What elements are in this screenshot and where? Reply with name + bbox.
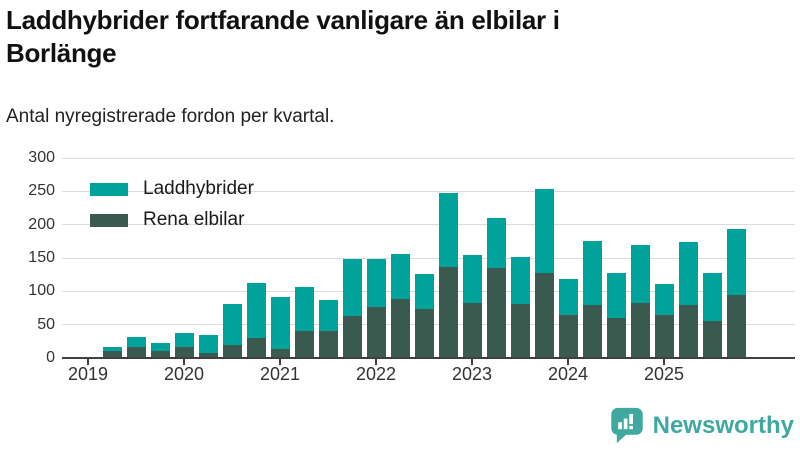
x-tick-label-2025: 2025 [643, 364, 685, 384]
legend-item-1: Rena elbilar [90, 209, 254, 231]
bar-segment-laddhybrider-2019-Q2 [102, 346, 122, 351]
x-tick-2025 [663, 359, 665, 365]
bar-segment-laddhybrider-2024-Q3 [606, 272, 626, 318]
bar-segment-laddhybrider-2022-Q2 [390, 254, 410, 300]
bar-segment-rena-elbilar-2019-Q2 [102, 350, 122, 358]
x-tick-label-2020: 2020 [163, 364, 205, 384]
legend-swatch [90, 213, 128, 227]
gridline-y-250 [62, 190, 795, 192]
bar-segment-laddhybrider-2019-Q4 [150, 343, 170, 352]
x-tick-label-2021: 2021 [259, 364, 301, 384]
bar-segment-rena-elbilar-2025-Q3 [702, 320, 722, 358]
legend-label: Rena elbilar [143, 209, 245, 230]
y-tick-label-100: 100 [28, 282, 55, 300]
bar-segment-laddhybrider-2020-Q4 [246, 282, 266, 338]
newsworthy-logo: Newsworthy [610, 407, 794, 444]
bar-segment-laddhybrider-2021-Q3 [318, 300, 338, 331]
y-tick-label-0: 0 [46, 349, 55, 366]
bar-segment-laddhybrider-2019-Q3 [126, 337, 146, 348]
bar-segment-rena-elbilar-2021-Q3 [318, 330, 338, 358]
bar-segment-rena-elbilar-2023-Q3 [510, 304, 530, 358]
bar-segment-laddhybrider-2024-Q2 [582, 241, 602, 306]
brand-name: Newsworthy [652, 411, 794, 439]
bar-segment-laddhybrider-2023-Q2 [486, 218, 506, 268]
bar-segment-rena-elbilar-2022-Q4 [438, 266, 458, 358]
y-tick-label-150: 150 [28, 249, 55, 266]
bar-segment-rena-elbilar-2019-Q4 [150, 351, 170, 358]
legend-swatch [90, 182, 128, 196]
gridline-y-200 [62, 224, 795, 226]
bar-segment-laddhybrider-2021-Q4 [342, 258, 362, 316]
x-tick-2024 [567, 359, 569, 365]
x-tick-2023 [471, 359, 473, 365]
bar-segment-rena-elbilar-2021-Q1 [270, 349, 290, 358]
x-axis-line [62, 357, 795, 359]
bar-segment-rena-elbilar-2021-Q4 [342, 316, 362, 358]
x-tick-label-2022: 2022 [355, 364, 397, 384]
x-tick-label-2019: 2019 [67, 364, 109, 384]
bar-segment-rena-elbilar-2023-Q1 [462, 302, 482, 358]
bar-segment-laddhybrider-2022-Q3 [414, 274, 434, 310]
bar-segment-laddhybrider-2020-Q2 [198, 335, 218, 354]
bar-segment-rena-elbilar-2020-Q4 [246, 338, 266, 358]
bar-segment-rena-elbilar-2024-Q3 [606, 318, 626, 358]
gridline-y-300 [62, 157, 795, 159]
bar-segment-rena-elbilar-2020-Q1 [174, 347, 194, 358]
bar-segment-rena-elbilar-2024-Q1 [558, 314, 578, 358]
legend: Laddhybrider Rena elbilar [90, 178, 254, 240]
bar-segment-laddhybrider-2024-Q4 [630, 245, 650, 304]
x-tick-2021 [279, 359, 281, 365]
bar-segment-laddhybrider-2025-Q4 [726, 228, 746, 295]
bar-segment-rena-elbilar-2021-Q2 [294, 331, 314, 358]
x-tick-label-2023: 2023 [451, 364, 493, 384]
bar-segment-laddhybrider-2023-Q1 [462, 254, 482, 303]
bar-segment-rena-elbilar-2022-Q1 [366, 306, 386, 358]
bar-segment-laddhybrider-2024-Q1 [558, 278, 578, 315]
chart-subtitle: Antal nyregistrerade fordon per kvartal. [6, 106, 335, 127]
bar-segment-laddhybrider-2022-Q4 [438, 192, 458, 267]
y-tick-label-200: 200 [28, 215, 55, 233]
bar-segment-rena-elbilar-2020-Q3 [222, 344, 242, 358]
chart-title: Laddhybrider fortfarande vanligare än el… [6, 5, 560, 68]
bar-chart-speech-bubble-icon [610, 407, 643, 444]
legend-item-0: Laddhybrider [90, 178, 254, 200]
bar-segment-rena-elbilar-2022-Q2 [390, 299, 410, 358]
bar-segment-rena-elbilar-2023-Q4 [534, 272, 554, 358]
bar-segment-rena-elbilar-2025-Q4 [726, 294, 746, 358]
y-tick-label-50: 50 [37, 315, 55, 333]
x-tick-2019 [87, 359, 89, 365]
bar-segment-laddhybrider-2020-Q1 [174, 333, 194, 348]
bar-segment-rena-elbilar-2019-Q3 [126, 347, 146, 358]
bar-segment-laddhybrider-2021-Q2 [294, 287, 314, 332]
bar-segment-rena-elbilar-2024-Q4 [630, 303, 650, 358]
bar-segment-rena-elbilar-2020-Q2 [198, 353, 218, 358]
gridline-y-150 [62, 257, 795, 259]
bar-segment-laddhybrider-2021-Q1 [270, 296, 290, 350]
x-tick-2020 [183, 359, 185, 365]
bar-segment-laddhybrider-2025-Q1 [654, 284, 674, 316]
bar-segment-laddhybrider-2023-Q4 [534, 189, 554, 273]
bar-segment-laddhybrider-2022-Q1 [366, 259, 386, 307]
bar-segment-rena-elbilar-2025-Q2 [678, 305, 698, 358]
x-tick-2022 [375, 359, 377, 365]
bar-segment-laddhybrider-2023-Q3 [510, 256, 530, 304]
legend-label: Laddhybrider [143, 178, 254, 199]
plot-area: 0 50 100 150 200 250 300 2019 2020 2021 2022 2023 2… [28, 149, 795, 384]
bar-segment-rena-elbilar-2022-Q3 [414, 309, 434, 358]
y-tick-label-250: 250 [28, 182, 55, 200]
bar-segment-rena-elbilar-2023-Q2 [486, 268, 506, 358]
bar-segment-laddhybrider-2020-Q3 [222, 304, 242, 345]
bar-segment-rena-elbilar-2025-Q1 [654, 315, 674, 358]
y-tick-label-300: 300 [28, 149, 55, 166]
bar-segment-rena-elbilar-2024-Q2 [582, 305, 602, 358]
bar-segment-laddhybrider-2025-Q3 [702, 272, 722, 321]
x-tick-label-2024: 2024 [547, 364, 589, 384]
bar-segment-laddhybrider-2025-Q2 [678, 242, 698, 306]
